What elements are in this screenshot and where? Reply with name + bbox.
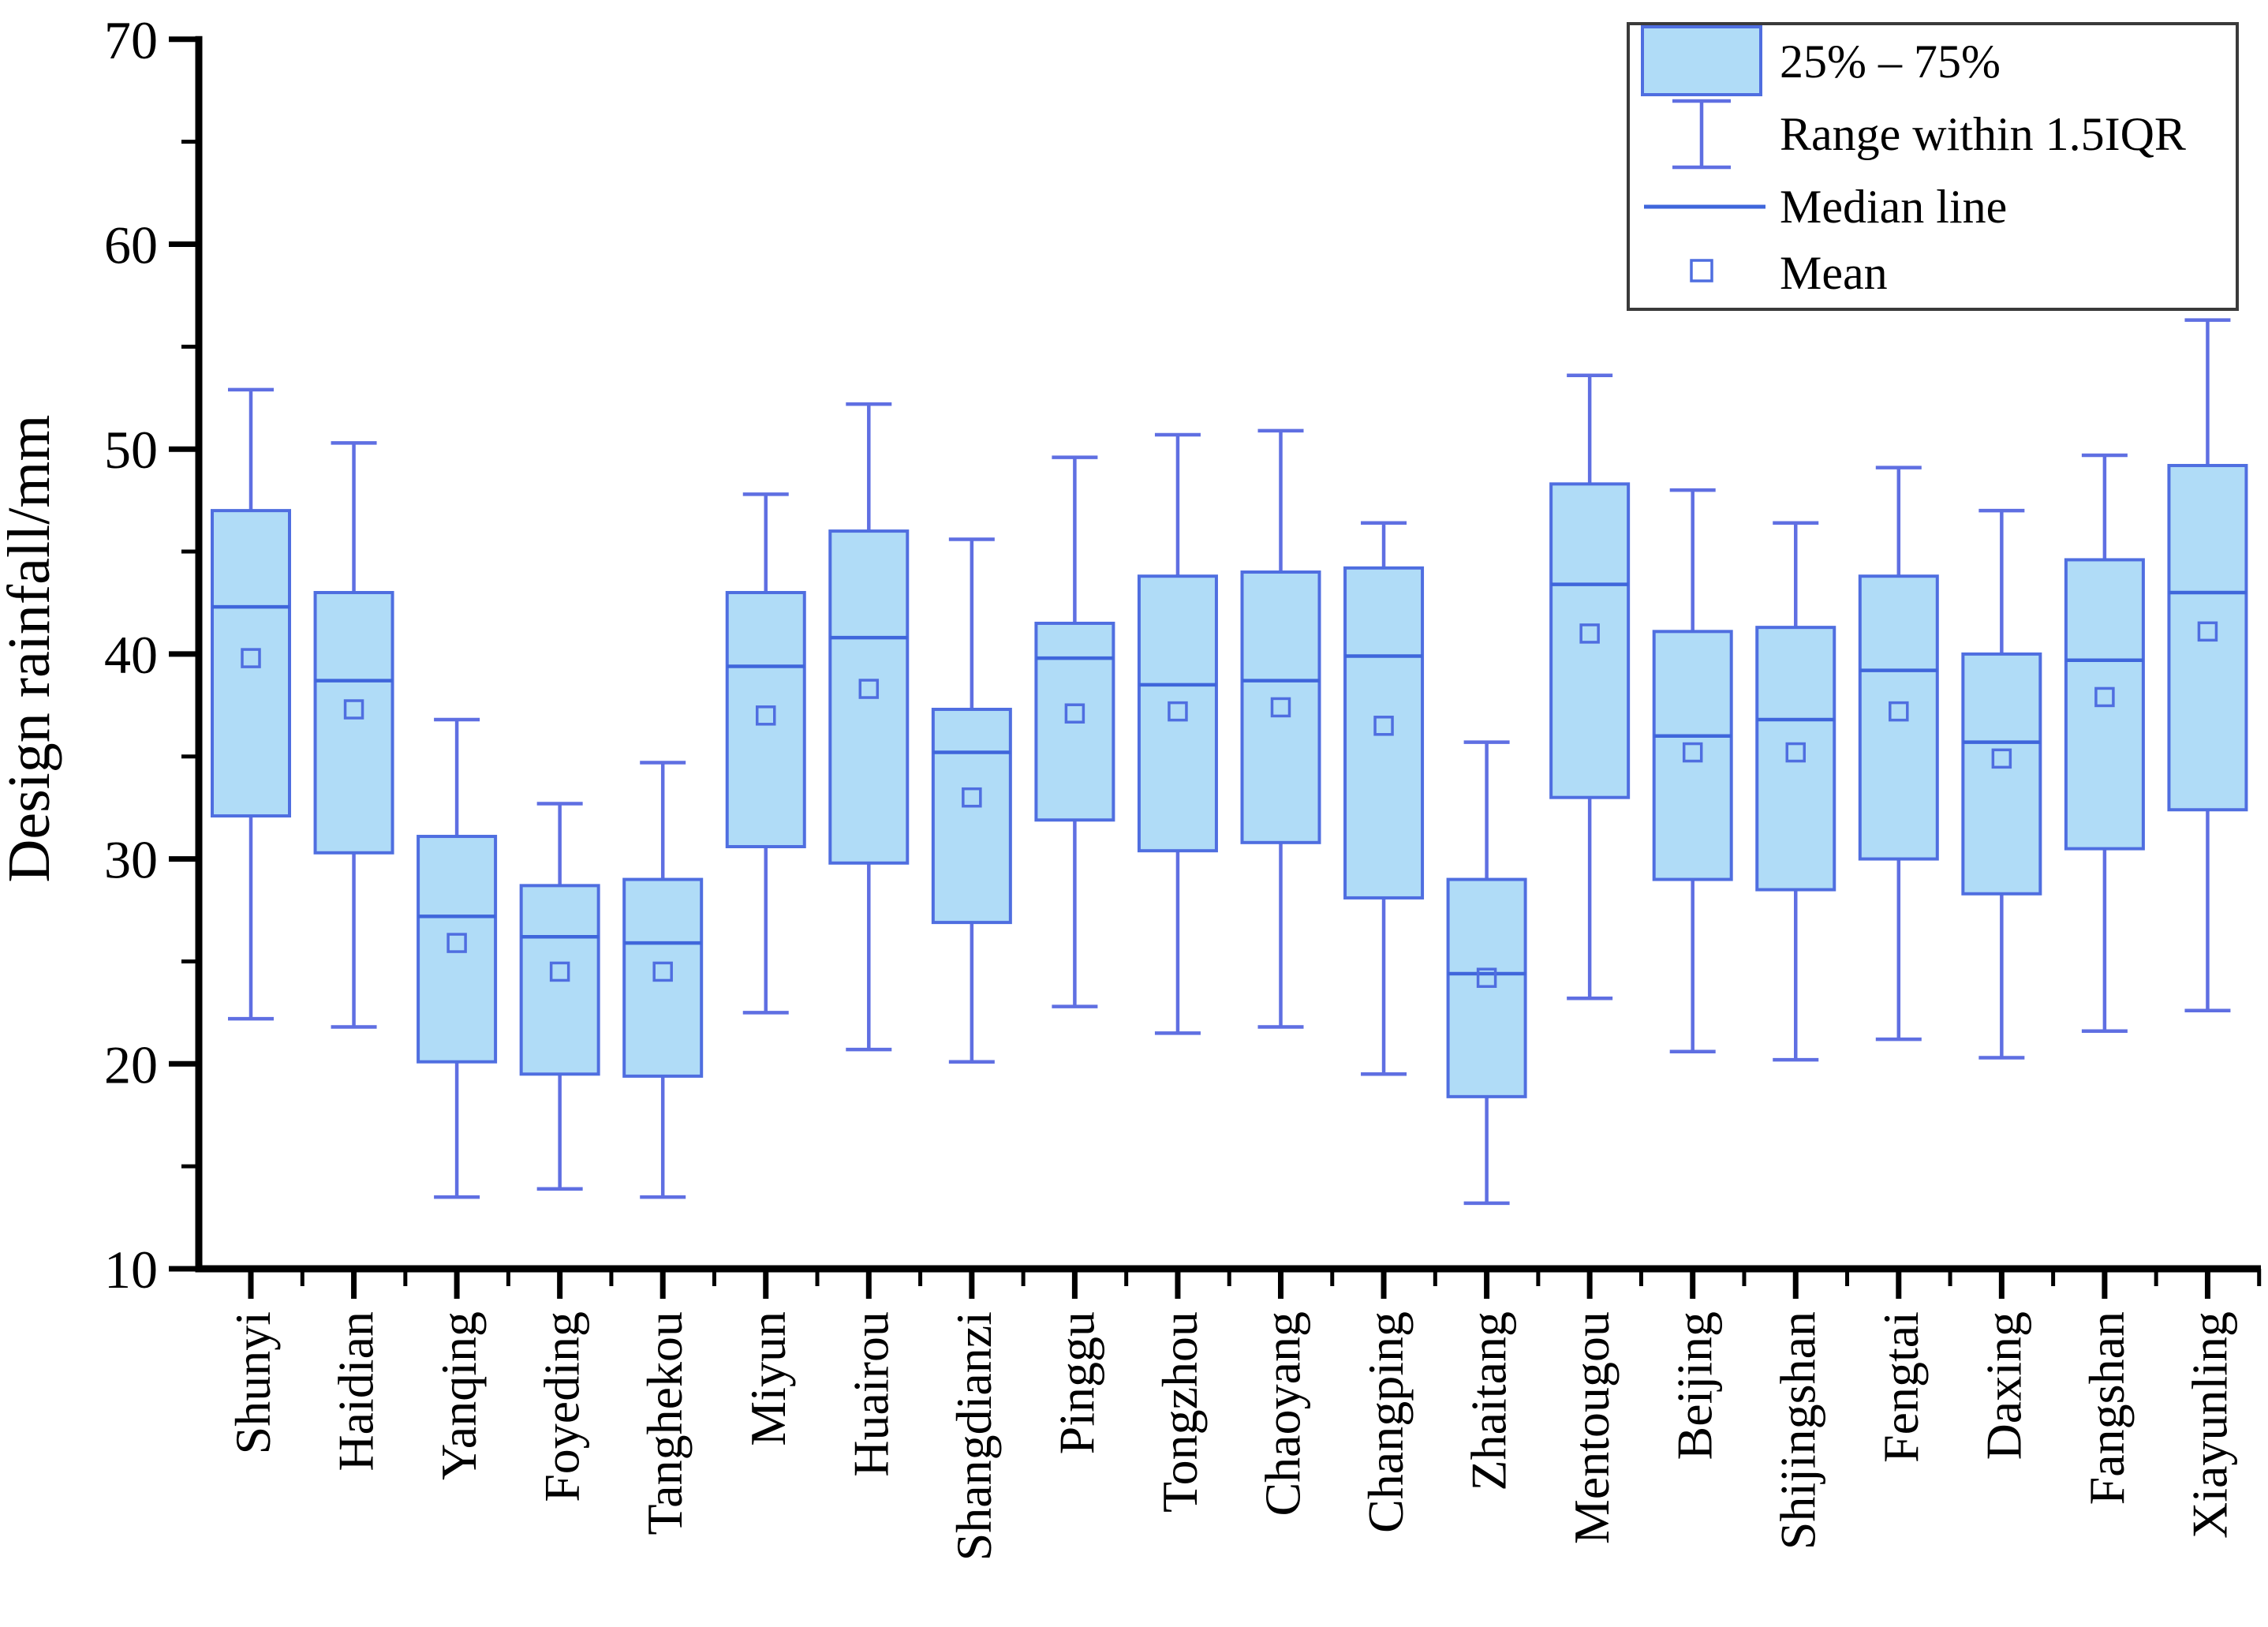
box-station-zhaitang: [1446, 740, 1527, 1206]
iqr-box: [725, 590, 806, 849]
box-station-daxing: [1961, 508, 2042, 1060]
x-tick-label-xiayunling: Xiayunling: [2181, 1311, 2237, 1539]
x-tick-label-zhaitang: Zhaitang: [1461, 1311, 1517, 1490]
legend-mean-square-icon: [1690, 259, 1713, 282]
x-tick-label-fengtai: Fengtai: [1873, 1311, 1929, 1463]
legend-label-mean: Mean: [1780, 247, 1888, 299]
mean-marker: [1785, 742, 1806, 763]
y-tick-label: 40: [104, 625, 158, 685]
mean-marker: [1889, 701, 1909, 722]
box-station-xiayunling: [2167, 318, 2248, 1013]
box-station-foyeding: [519, 802, 600, 1191]
mean-marker: [652, 961, 673, 982]
iqr-box: [1961, 652, 2042, 896]
box-station-fengtai: [1858, 466, 1939, 1042]
mean-marker: [241, 648, 261, 668]
mean-marker: [858, 679, 880, 699]
mean-marker: [1476, 967, 1497, 988]
box-station-yanqing: [417, 717, 498, 1199]
x-tick-label-haidian: Haidian: [328, 1311, 384, 1472]
x-tick-label-shunyi: Shunyi: [225, 1311, 281, 1454]
box-station-haidian: [313, 441, 394, 1029]
box-station-pinggu: [1034, 455, 1115, 1008]
iqr-box: [622, 877, 704, 1078]
iqr-box: [1755, 626, 1836, 892]
y-tick-label: 20: [104, 1034, 158, 1094]
y-tick-label: 70: [104, 10, 158, 70]
mean-marker: [1991, 748, 2012, 769]
x-tick-label-tanghekou: Tanghekou: [637, 1311, 693, 1535]
iqr-box: [1446, 877, 1527, 1098]
box-station-tanghekou: [622, 761, 704, 1199]
box-station-tongzhou: [1137, 432, 1218, 1035]
mean-marker: [1579, 623, 1600, 644]
x-tick-label-pinggu: Pinggu: [1048, 1311, 1104, 1454]
x-tick-label-beijing: Beijing: [1667, 1311, 1723, 1460]
x-tick-label-yanqing: Yanqing: [431, 1311, 487, 1480]
legend-label-median: Median line: [1780, 181, 2007, 233]
mean-marker: [549, 961, 570, 982]
mean-marker: [756, 705, 776, 726]
x-tick-labels: Shunyi Haidian Yanqing Foyeding Tanghekou Miy…: [225, 1311, 2237, 1561]
box-station-shunyi: [211, 387, 291, 1021]
x-tick-label-tongzhou: Tongzhou: [1152, 1311, 1208, 1513]
box-station-fangshan: [2064, 453, 2145, 1033]
iqr-box: [1343, 566, 1425, 900]
box-station-changping: [1343, 521, 1425, 1076]
mean-marker: [2094, 686, 2115, 708]
iqr-box: [211, 509, 291, 818]
box-station-huairou: [828, 402, 910, 1052]
y-tick-label: 10: [104, 1240, 158, 1300]
mean-marker: [1270, 697, 1291, 718]
mean-marker: [1064, 703, 1085, 724]
mean-marker: [343, 699, 364, 720]
mean-marker: [1682, 742, 1703, 763]
mean-marker: [1168, 701, 1188, 722]
mean-marker: [2197, 621, 2218, 642]
y-tick-label: 60: [104, 215, 158, 275]
y-tick-label: 50: [104, 420, 158, 480]
iqr-box: [2167, 463, 2248, 812]
x-tick-label-fangshan: Fangshan: [2079, 1311, 2135, 1505]
x-tick-label-shangdianzi: Shangdianzi: [946, 1311, 1002, 1561]
iqr-box: [417, 835, 498, 1064]
legend: 25% – 75% Range within 1.5IQR Median lin…: [1627, 22, 2239, 311]
boxes-layer: [211, 318, 2248, 1206]
x-tick-label-foyeding: Foyeding: [534, 1311, 590, 1502]
legend-label-iqr: 25% – 75%: [1780, 36, 2001, 88]
box-station-miyun: [725, 492, 806, 1015]
iqr-box: [1137, 574, 1218, 853]
iqr-box: [2064, 558, 2145, 851]
iqr-box: [1240, 570, 1321, 844]
box-station-shangdianzi: [931, 537, 1012, 1064]
box-station-shijingshan: [1755, 521, 1836, 1062]
box-station-beijing: [1652, 488, 1733, 1053]
y-tick-labels: 70 60 50 40 30 20 10: [104, 10, 158, 1300]
x-tick-label-huairou: Huairou: [843, 1311, 899, 1477]
iqr-box: [931, 708, 1012, 925]
legend-whisker-icon: [1672, 99, 1731, 170]
x-tick-label-miyun: Miyun: [740, 1311, 796, 1446]
x-tick-label-daxing: Daxing: [1975, 1311, 2031, 1460]
x-tick-label-shijingshan: Shijingshan: [1769, 1311, 1825, 1550]
y-axis-title: Design rainfall/mm: [0, 414, 62, 882]
mean-marker: [447, 933, 467, 953]
iqr-box: [1858, 574, 1939, 861]
mean-marker: [962, 787, 982, 808]
box-station-mentougou: [1549, 373, 1631, 1001]
iqr-box: [313, 590, 394, 855]
iqr-box: [1652, 630, 1733, 881]
legend-box-swatch-icon: [1641, 25, 1762, 96]
x-tick-label-mentougou: Mentougou: [1564, 1311, 1620, 1544]
iqr-box: [1549, 482, 1631, 799]
box-station-chaoyang: [1240, 428, 1321, 1029]
x-tick-label-changping: Changping: [1358, 1311, 1414, 1533]
mean-marker: [1373, 716, 1394, 736]
x-tick-label-chaoyang: Chaoyang: [1255, 1311, 1311, 1517]
axes-layer: [169, 36, 2262, 1299]
y-tick-label: 30: [104, 830, 158, 890]
legend-label-range: Range within 1.5IQR: [1780, 108, 2186, 160]
